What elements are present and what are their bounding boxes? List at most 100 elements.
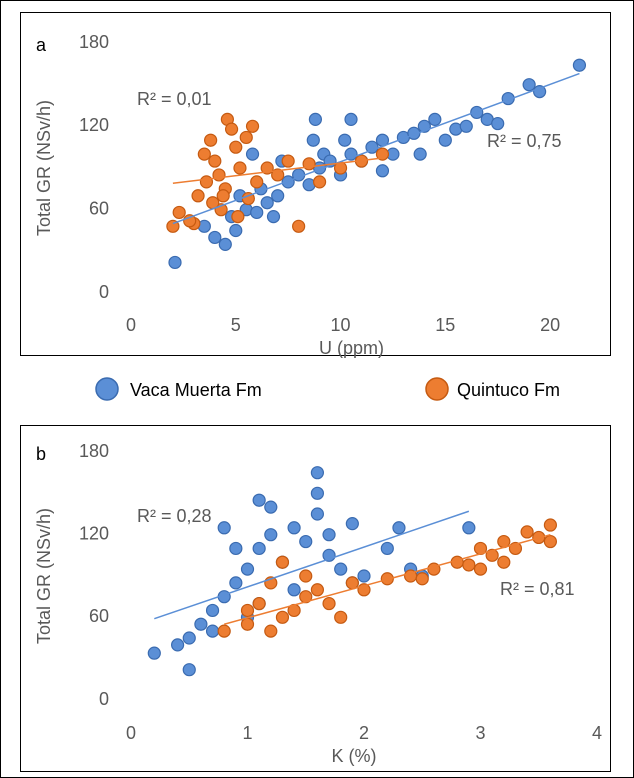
data-point — [543, 518, 558, 532]
data-point — [312, 175, 327, 189]
r-squared-label: R² = 0,81 — [500, 579, 575, 599]
data-point — [281, 154, 295, 168]
data-point — [491, 116, 505, 131]
data-point — [287, 583, 301, 597]
data-point — [497, 555, 511, 569]
data-point — [191, 189, 205, 203]
data-point — [172, 205, 186, 220]
x-axis-label: U (ppm) — [319, 338, 384, 358]
data-point — [275, 555, 290, 569]
data-point — [438, 133, 452, 147]
data-point — [310, 486, 324, 500]
data-point — [543, 534, 558, 549]
panel-label: a — [36, 35, 47, 55]
data-point — [275, 610, 290, 624]
data-point — [205, 603, 220, 618]
data-point — [245, 119, 260, 133]
data-point — [266, 210, 281, 224]
data-point — [217, 521, 231, 535]
data-point — [375, 147, 390, 161]
data-point — [322, 596, 336, 611]
r-squared-label: R² = 0,75 — [487, 131, 562, 151]
data-point — [197, 147, 211, 161]
r-squared-label: R² = 0,28 — [137, 506, 212, 526]
x-tick-label: 1 — [242, 723, 252, 743]
data-point — [375, 164, 390, 178]
legend-marker — [425, 377, 449, 401]
data-point — [204, 133, 218, 147]
data-point — [264, 500, 278, 514]
x-tick-label: 4 — [592, 723, 602, 743]
data-point — [233, 161, 247, 175]
data-point — [250, 205, 264, 220]
data-point — [147, 646, 161, 660]
legend-label: Vaca Muerta Fm — [130, 380, 262, 400]
trendline — [172, 157, 381, 185]
data-point — [308, 112, 322, 126]
data-point — [240, 562, 255, 576]
data-point — [229, 576, 243, 590]
data-point — [205, 624, 220, 638]
y-tick-label: 0 — [99, 689, 109, 709]
data-point — [322, 528, 336, 542]
data-point — [413, 147, 427, 161]
data-point — [212, 168, 226, 182]
y-tick-label: 0 — [99, 282, 109, 302]
data-point — [252, 493, 266, 507]
data-point — [245, 147, 260, 161]
data-point — [380, 541, 394, 556]
data-point — [281, 175, 295, 189]
data-point — [240, 617, 255, 631]
data-point — [264, 624, 278, 638]
data-point — [239, 130, 253, 145]
x-tick-label: 10 — [331, 315, 351, 335]
data-point — [520, 525, 534, 539]
data-point — [292, 219, 306, 233]
trendline — [224, 533, 551, 625]
data-point — [345, 517, 359, 531]
trendline — [172, 72, 580, 225]
r-squared-label: R² = 0,01 — [137, 89, 212, 109]
x-tick-label: 3 — [475, 723, 485, 743]
data-point — [334, 562, 348, 576]
data-point — [459, 119, 473, 133]
data-point — [208, 154, 222, 168]
data-point — [171, 638, 185, 652]
x-tick-label: 15 — [435, 315, 455, 335]
y-tick-label: 120 — [79, 115, 109, 135]
data-point — [287, 521, 301, 535]
data-point — [229, 541, 243, 556]
data-point — [231, 210, 245, 224]
x-tick-label: 0 — [126, 723, 136, 743]
data-point — [485, 548, 499, 562]
panel-a-border — [20, 12, 611, 356]
data-point — [428, 112, 442, 126]
x-axis-label: K (%) — [332, 746, 377, 766]
data-point — [182, 663, 196, 677]
y-tick-label: 60 — [89, 198, 109, 218]
data-point — [392, 521, 406, 535]
data-point — [357, 569, 371, 583]
data-point — [252, 596, 266, 611]
data-point — [310, 507, 324, 521]
data-point — [240, 603, 255, 618]
data-point — [271, 189, 285, 203]
panel-b-border — [20, 425, 611, 772]
panel-label: b — [36, 444, 46, 464]
data-point — [299, 590, 313, 604]
trendline — [154, 510, 470, 620]
data-point — [473, 562, 488, 576]
data-point — [229, 223, 243, 238]
data-point — [216, 189, 230, 203]
data-point — [224, 122, 239, 136]
data-point — [252, 541, 266, 556]
data-point — [470, 105, 484, 120]
data-point — [194, 617, 208, 631]
data-point — [260, 196, 274, 210]
x-tick-label: 0 — [126, 315, 136, 335]
data-point — [345, 576, 359, 590]
data-point — [299, 534, 313, 549]
data-point — [310, 583, 324, 597]
x-tick-label: 20 — [540, 315, 560, 335]
